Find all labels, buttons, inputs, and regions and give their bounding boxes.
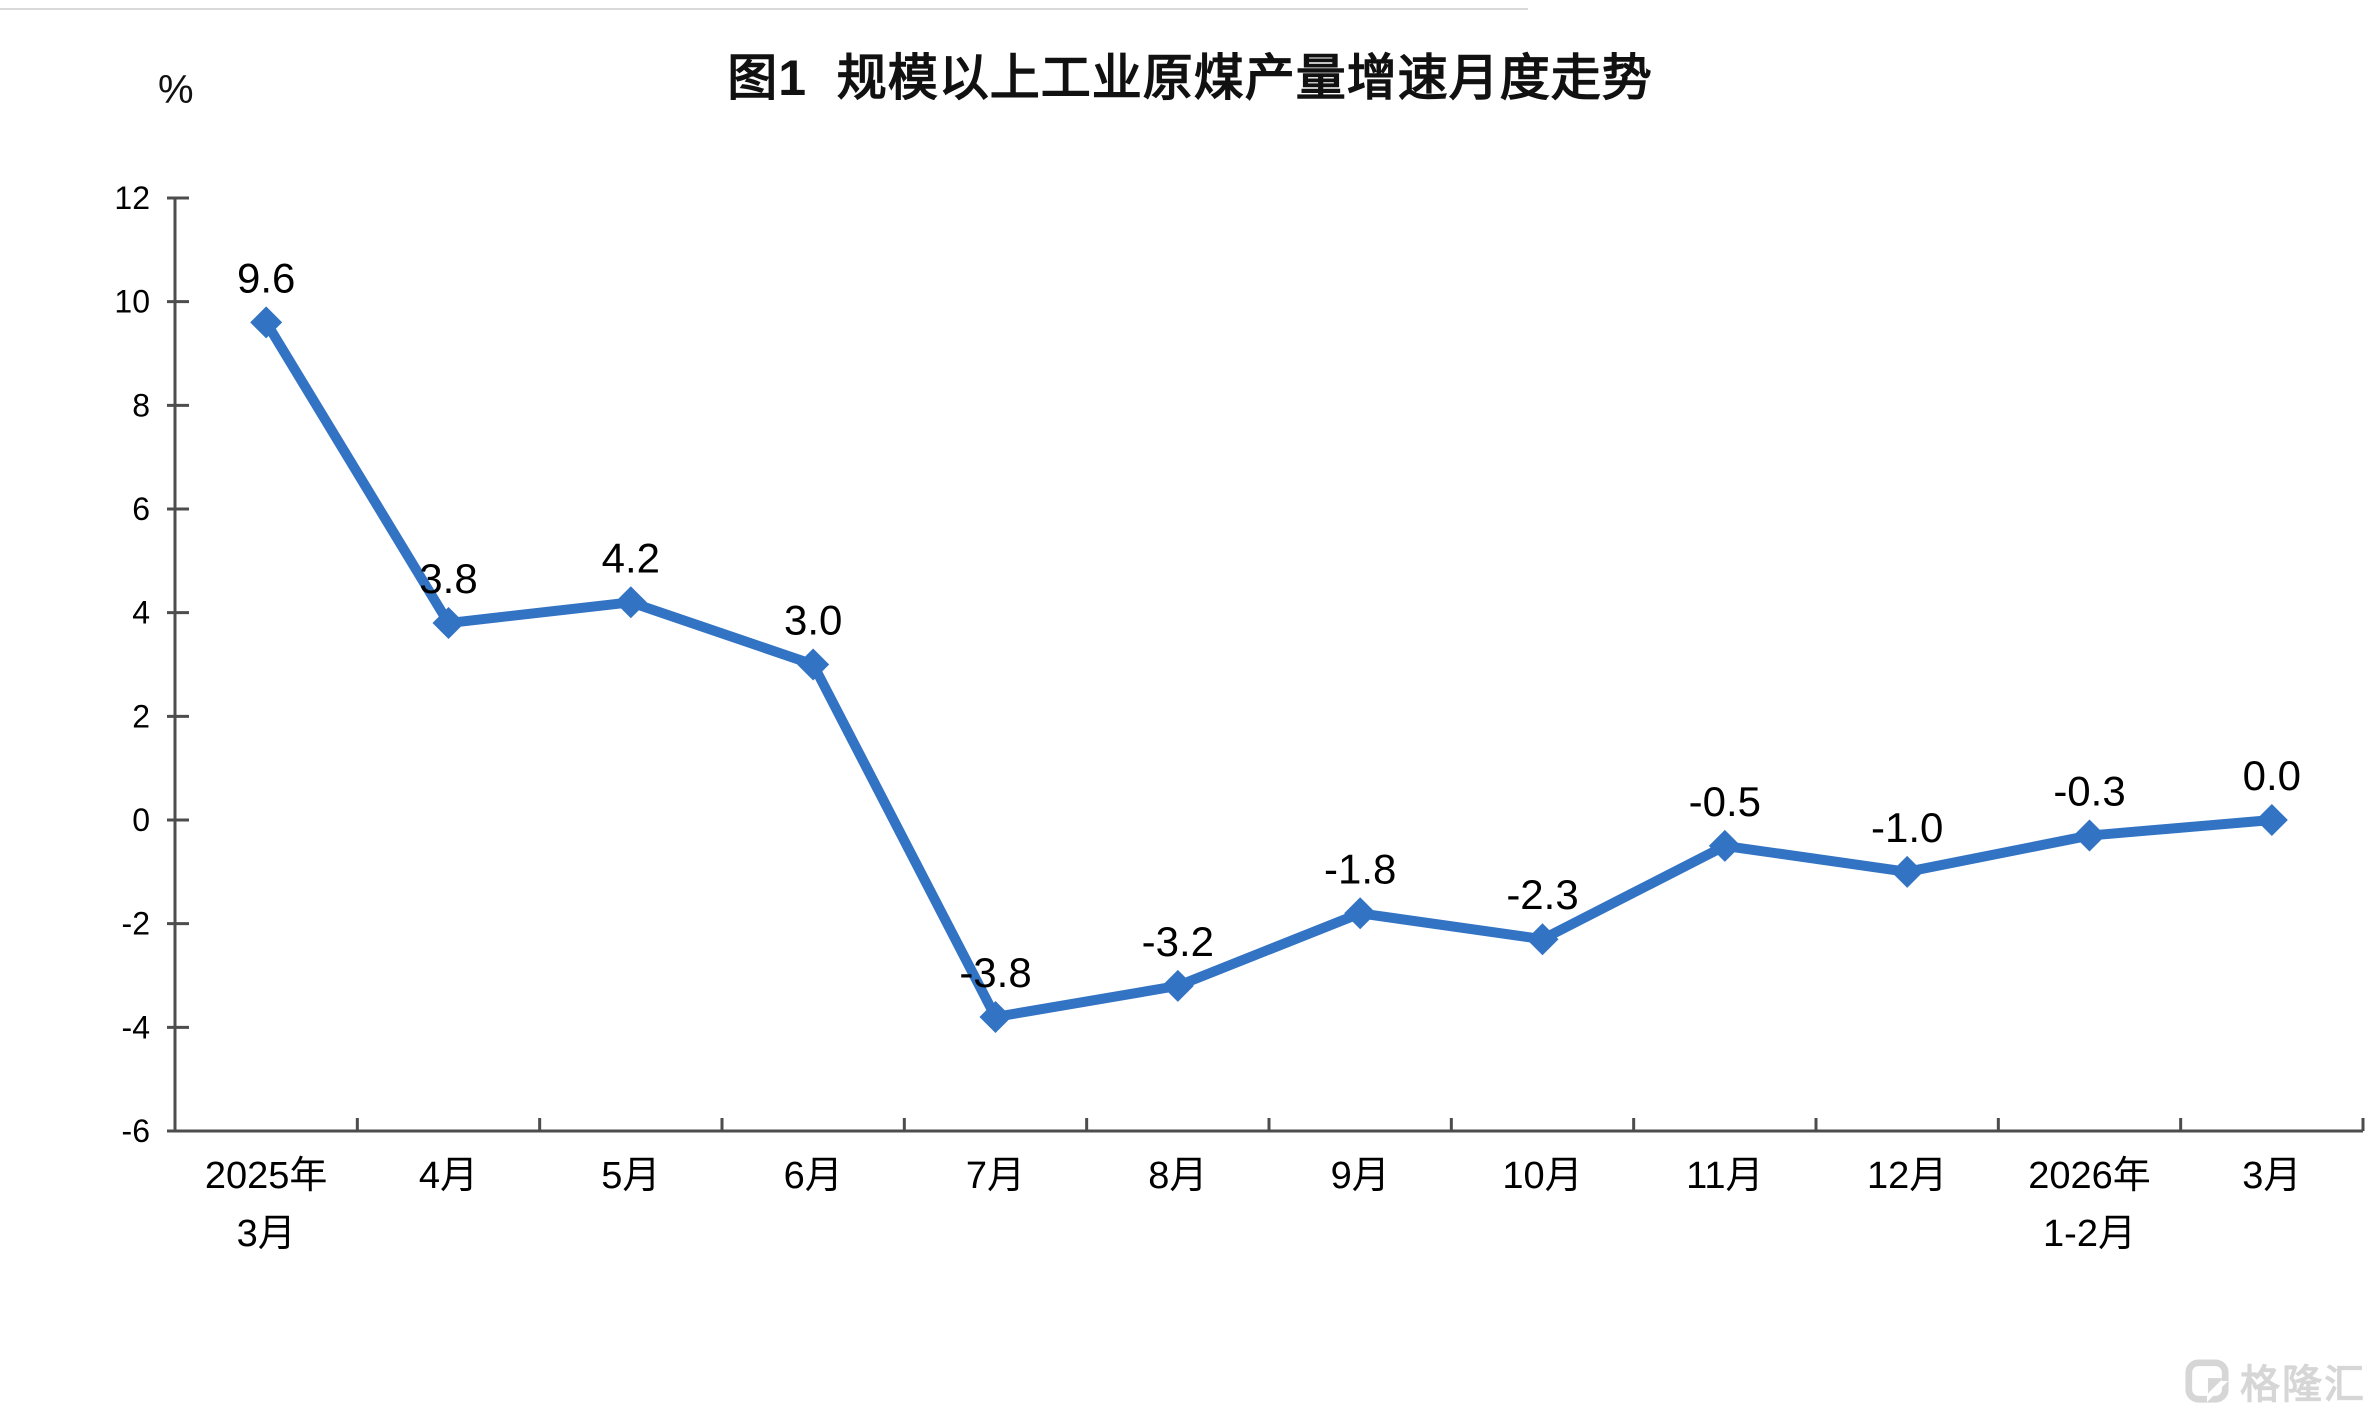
x-axis-category-label: 8月 (1148, 1155, 1207, 1197)
x-axis-category-label: 2026年 (2028, 1155, 2151, 1197)
x-axis-category-label: 6月 (784, 1155, 843, 1197)
data-point-label: -0.3 (2053, 768, 2125, 815)
y-axis-tick-label: 8 (132, 387, 150, 423)
x-axis-category-label: 2025年 (205, 1155, 328, 1197)
y-axis-tick-label: -6 (122, 1113, 150, 1149)
data-point-label: 3.8 (419, 555, 477, 602)
y-axis-tick-label: 0 (132, 802, 150, 838)
y-axis-tick-label: 2 (132, 698, 150, 734)
data-point-label: -1.0 (1871, 804, 1943, 851)
data-point-marker (979, 1000, 1012, 1033)
data-point-marker (1161, 969, 1194, 1002)
y-axis-tick-label: 6 (132, 491, 150, 527)
data-point-label: -1.8 (1324, 845, 1396, 892)
x-axis-category-label: 3月 (237, 1213, 296, 1255)
data-point-marker (1526, 923, 1559, 956)
y-axis-tick-label: -4 (122, 1009, 150, 1045)
y-axis-unit-label: % (158, 68, 194, 112)
chart-title: 图1 规模以上工业原煤产量增速月度走势 (727, 50, 1653, 106)
y-axis-tick-label: 10 (114, 284, 150, 320)
x-axis-category-label: 1-2月 (2043, 1213, 2136, 1255)
data-point-label: 0.0 (2243, 752, 2301, 799)
data-point-marker (1891, 855, 1924, 888)
data-point-marker (2255, 804, 2288, 836)
x-axis-category-label: 9月 (1331, 1155, 1390, 1197)
gelonghui-logo-icon (2185, 1359, 2229, 1403)
data-point-marker (614, 586, 647, 619)
x-axis-category-label: 5月 (601, 1155, 660, 1197)
data-point-marker (2073, 819, 2106, 852)
y-axis-tick-label: -2 (122, 906, 150, 942)
data-point-marker (1344, 897, 1377, 930)
data-point-label: 3.0 (784, 597, 842, 644)
page-top-divider (0, 8, 1528, 10)
data-series-line (261, 317, 2277, 1022)
data-point-label: -0.5 (1689, 778, 1761, 825)
y-axis-tick-label: 12 (114, 180, 150, 216)
x-axis-category-label: 10月 (1502, 1155, 1582, 1197)
data-point-label: 4.2 (602, 534, 660, 581)
data-point-label: -3.2 (1142, 918, 1214, 965)
watermark-text: 格隆汇 (2240, 1363, 2366, 1407)
data-point-marker (432, 607, 465, 640)
data-point-marker (1708, 829, 1741, 862)
data-point-marker (797, 648, 830, 681)
y-axis-tick-label: 4 (132, 595, 150, 631)
x-axis-category-label: 12月 (1867, 1155, 1947, 1197)
data-point-marker (250, 306, 283, 339)
data-point-label: -2.3 (1506, 871, 1578, 918)
x-axis-category-label: 7月 (966, 1155, 1025, 1197)
x-axis-category-label: 4月 (419, 1155, 478, 1197)
x-axis-category-label: 11月 (1686, 1155, 1763, 1197)
watermark: 格隆汇 (2184, 1352, 2366, 1410)
data-point-label: 9.6 (237, 254, 295, 301)
data-point-label: -3.8 (959, 949, 1031, 996)
x-axis-category-label: 3月 (2242, 1155, 2301, 1197)
